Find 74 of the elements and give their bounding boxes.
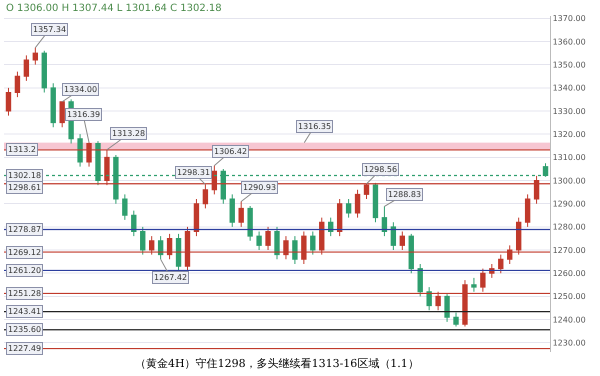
candlestick: [524, 194, 530, 228]
candlestick: [230, 194, 235, 228]
ref-line-label: 1302.18: [8, 171, 42, 180]
y-tick-label: 1250.00: [552, 292, 586, 302]
annotation: 1316.39: [67, 110, 100, 119]
candlestick: [24, 54, 30, 82]
candlestick: [42, 50, 47, 93]
ref-line-label: 1227.49: [8, 344, 42, 353]
y-tick-label: 1280.00: [552, 222, 586, 232]
text: （黄金4H）守住1298，多头继续看1313-16区域（1.1）: [135, 357, 419, 370]
candlestick: [131, 210, 136, 237]
y-tick-label: 1270.00: [552, 246, 586, 255]
candlestick: [77, 134, 83, 168]
candlestick: [14, 71, 20, 98]
annotation: 1357.34: [33, 25, 66, 34]
band-label: 1316.35: [298, 122, 332, 131]
candlestick: [444, 294, 450, 322]
candlestick: [140, 226, 146, 256]
ref-line-label: 1278.87: [8, 225, 42, 234]
candlestick: [247, 206, 253, 242]
candlestick: [158, 236, 164, 260]
candlestick: [390, 222, 396, 251]
candlestick: [372, 182, 378, 223]
candlestick: [471, 277, 477, 292]
candlestick: [176, 233, 182, 272]
y-tick-label: 1310.00: [552, 153, 586, 162]
candlestick: [238, 201, 244, 228]
candlestick: [498, 254, 504, 274]
annotation: 1288.83: [388, 190, 422, 199]
candlestick: [292, 236, 298, 264]
candlestick: [194, 198, 200, 237]
candlestick: [32, 47, 38, 66]
ref-line-label: 1261.20: [8, 266, 42, 275]
candlestick: [354, 189, 360, 218]
candlestick: [6, 87, 12, 116]
candlestick: [328, 217, 334, 237]
candlestick: [336, 198, 342, 237]
candlestick: [382, 206, 388, 237]
annotation: 1298.56: [364, 165, 398, 174]
candlestick: [426, 286, 432, 311]
candlestick: [256, 231, 262, 251]
candlestick: [310, 231, 316, 256]
y-tick-label: 1330.00: [552, 106, 586, 116]
y-tick-label: 1360.00: [552, 37, 586, 46]
annotation: 1334.00: [64, 85, 98, 94]
candlestick: [346, 198, 352, 218]
text: O 1306.00 H 1307.44 L 1301.64 C 1302.18: [6, 3, 222, 14]
y-tick-label: 1260.00: [552, 269, 586, 278]
candlestick: [418, 263, 423, 297]
ref-line-label: 1298.61: [8, 183, 42, 192]
candlestick: [274, 226, 280, 260]
candlestick: [59, 101, 65, 128]
y-tick-label: 1290.00: [552, 200, 586, 208]
y-tick-label: 1340.00: [552, 84, 586, 93]
annotation: 1267.42: [154, 273, 188, 282]
candlestick: [453, 312, 459, 328]
annotation: 1313.28: [112, 129, 146, 138]
annotation: 1306.42: [214, 147, 248, 156]
y-tick-label: 1320.00: [552, 130, 586, 139]
y-tick-label: 1300.00: [552, 176, 586, 186]
ref-line-label: 1251.28: [8, 289, 42, 298]
y-tick-label: 1230.00: [552, 338, 586, 348]
candlestick: [50, 82, 56, 128]
candlestick: [122, 194, 128, 220]
y-tick-label: 1370.00: [552, 14, 586, 24]
ref-line-label: 1313.2: [8, 145, 36, 154]
y-tick-label: 1350.00: [552, 60, 586, 70]
candlestick: [408, 233, 414, 274]
y-tick-label: 1240.00: [552, 315, 586, 324]
ref-line-label: 1269.12: [8, 248, 42, 257]
annotation: 1290.93: [243, 183, 276, 192]
annotation: 1298.31: [177, 168, 210, 177]
ref-line-label: 1235.60: [8, 325, 42, 334]
ref-line-label: 1243.41: [8, 307, 42, 316]
